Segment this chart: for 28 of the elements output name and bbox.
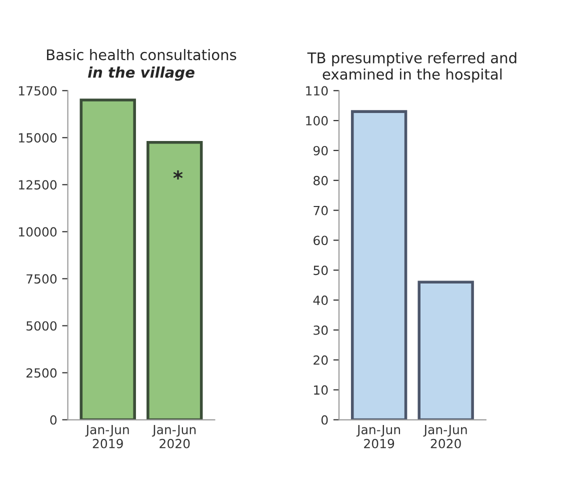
y-tick-label: 70	[314, 206, 328, 216]
y-tick-label: 10000	[18, 227, 57, 237]
x-tick-label: Jan-Jun 2019	[85, 425, 129, 448]
annotation: *	[173, 170, 183, 180]
y-tick-label: 110	[306, 86, 328, 96]
chart-subtitle: in the village	[88, 66, 194, 81]
x-tick-label: Jan-Jun 2020	[423, 425, 467, 448]
chart-title: TB presumptive referred and examined in the hospital	[307, 52, 516, 83]
y-tick-label: 90	[313, 146, 328, 156]
y-tick-label: 60	[314, 236, 328, 246]
y-tick-label: 2500	[26, 368, 57, 378]
y-tick-label: 100	[306, 116, 328, 126]
y-tick-label: 12500	[18, 180, 57, 190]
x-tick-label: Jan-Jun 2020	[152, 425, 196, 448]
y-tick-label: 5000	[26, 321, 57, 331]
y-tick-label: 20	[314, 355, 328, 365]
y-tick-label: 0	[50, 415, 57, 425]
y-tick-label: 15000	[18, 133, 57, 143]
chart-title: Basic health consultations	[47, 48, 236, 60]
y-tick-label: 40	[313, 296, 328, 306]
y-tick-label: 7500	[26, 274, 57, 284]
y-tick-label: 10	[314, 385, 328, 395]
y-tick-label: 80	[314, 176, 328, 186]
y-tick-label: 50	[314, 266, 328, 276]
y-tick-label: 17500	[18, 86, 57, 96]
x-tick-label: Jan-Jun 2019	[356, 425, 400, 448]
y-tick-label: 0	[321, 415, 328, 425]
y-tick-label: 30	[314, 325, 328, 335]
